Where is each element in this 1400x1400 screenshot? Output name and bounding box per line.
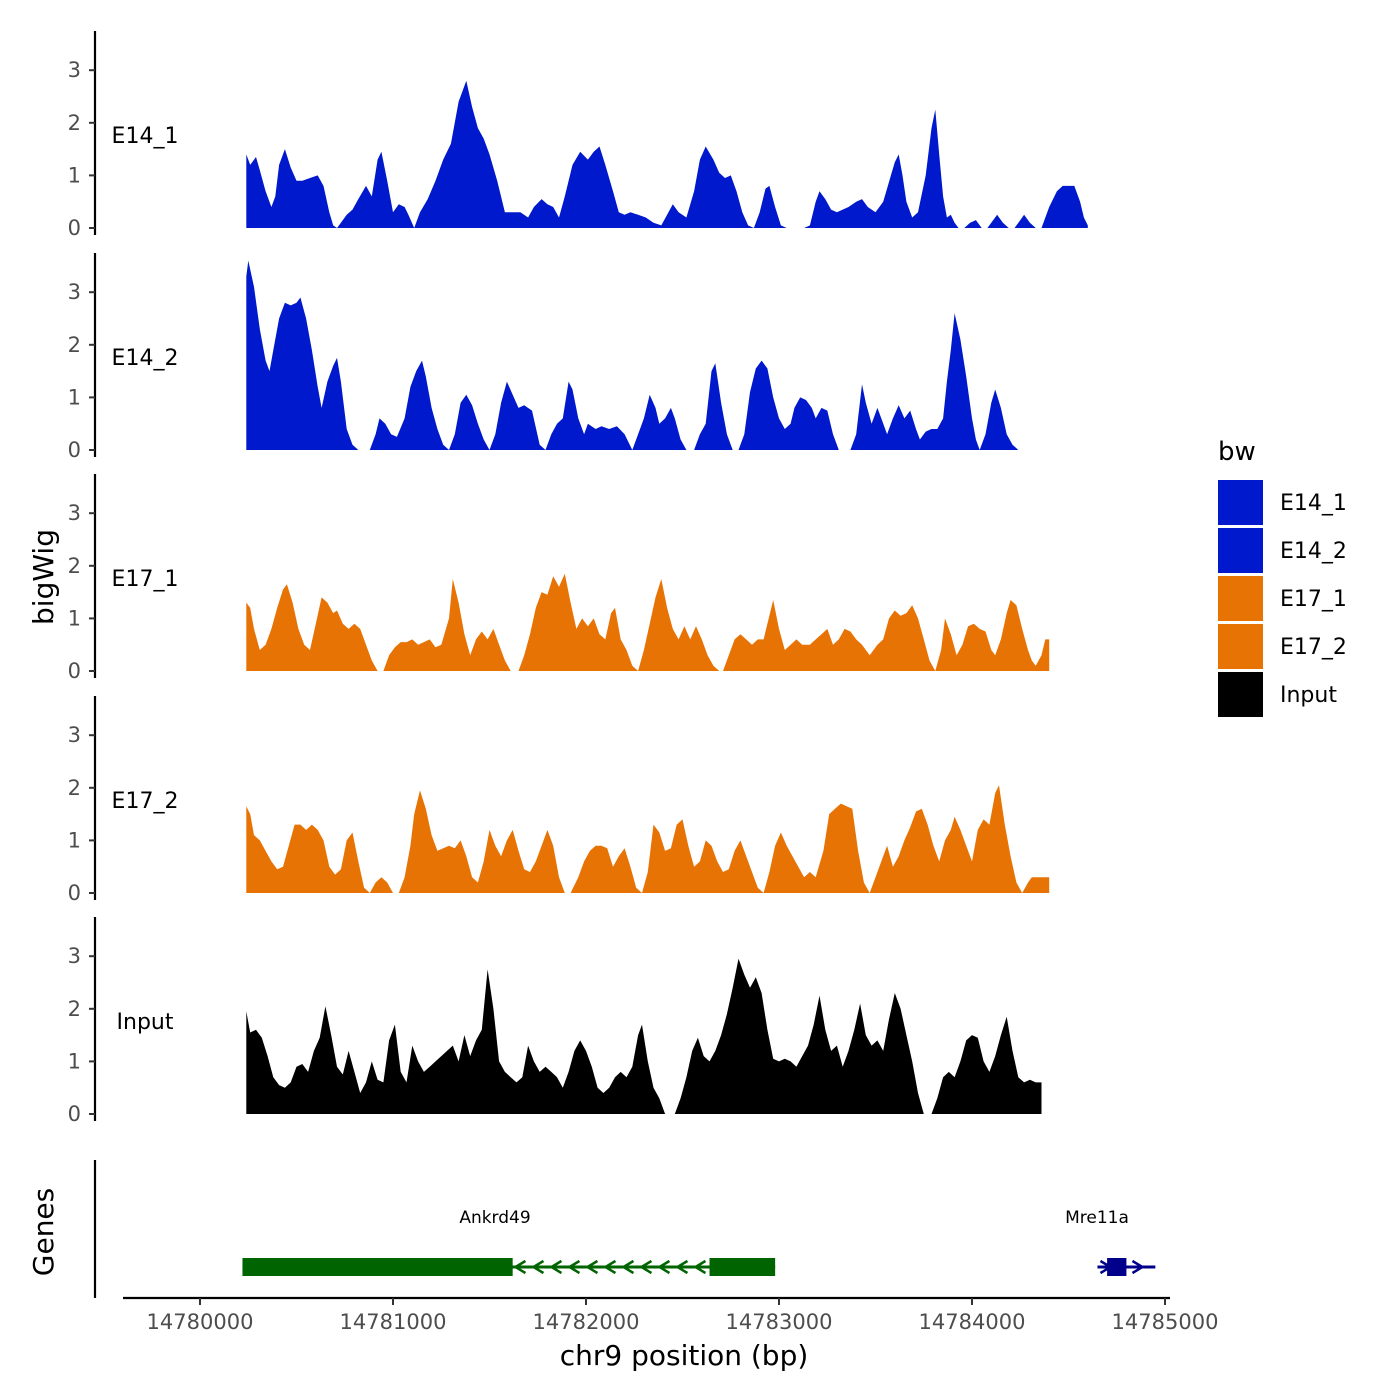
- strand-chevron: [531, 1259, 545, 1275]
- gene-Mre11a: Mre11a: [1065, 1208, 1156, 1276]
- genes-axis-title: Genes: [27, 1188, 60, 1276]
- x-tick-label: 14784000: [919, 1310, 1026, 1334]
- tracks-layer: 0 1 2 3 E14_1 0 1 2 3 E14_2 0 1 2 3 E17_1 0 1 2 3 E17_2 0 1 2 3…: [68, 31, 1088, 1126]
- y-tick-label: 3: [68, 58, 81, 82]
- y-tick-label: 2: [68, 111, 81, 135]
- legend-swatch-Input: [1218, 672, 1263, 717]
- track-E17_2: 0 1 2 3 E17_2: [68, 696, 1050, 905]
- area-E14_1: [246, 80, 1088, 228]
- area-E14_2: [246, 260, 1030, 450]
- y-tick-label: 0: [68, 438, 81, 462]
- track-label-E14_2: E14_2: [112, 346, 179, 371]
- y-tick-label: 0: [68, 659, 81, 683]
- y-tick-label: 2: [68, 554, 81, 578]
- y-tick-label: 2: [68, 997, 81, 1021]
- y-tick-label: 1: [68, 163, 81, 187]
- y-tick-label: 3: [68, 501, 81, 525]
- exon: [1107, 1258, 1127, 1276]
- x-tick-label: 14780000: [147, 1310, 254, 1334]
- legend-swatch-E14_2: [1218, 528, 1263, 573]
- strand-chevron: [549, 1259, 563, 1275]
- track-label-E17_1: E17_1: [112, 567, 179, 592]
- strand-chevron: [603, 1259, 617, 1275]
- track-label-E17_2: E17_2: [112, 789, 179, 814]
- y-tick-label: 1: [68, 385, 81, 409]
- y-tick-label: 3: [68, 944, 81, 968]
- genes-track: Ankrd49 Mre11a: [93, 1160, 1156, 1298]
- x-tick-label: 14781000: [340, 1310, 447, 1334]
- track-label-Input: Input: [117, 1010, 174, 1035]
- y-tick-label: 3: [68, 723, 81, 747]
- x-axis: 14780000 14781000 14782000 14783000 14784000…: [123, 1296, 1219, 1334]
- track-Input: 0 1 2 3 Input: [68, 917, 1042, 1126]
- gene-label: Mre11a: [1065, 1208, 1129, 1228]
- legend-swatch-E14_1: [1218, 480, 1263, 525]
- strand-chevron: [621, 1259, 635, 1275]
- legend-title: bw: [1218, 437, 1256, 467]
- track-E14_2: 0 1 2 3 E14_2: [68, 253, 1030, 462]
- x-axis-title: chr9 position (bp): [560, 1339, 809, 1372]
- strand-chevron: [639, 1259, 653, 1275]
- track-label-E14_1: E14_1: [112, 124, 179, 149]
- y-tick-label: 1: [68, 606, 81, 630]
- y-tick-label: 0: [68, 881, 81, 905]
- y-tick-label: 2: [68, 776, 81, 800]
- x-tick-label: 14783000: [726, 1310, 833, 1334]
- y-axis-title: bigWig: [27, 529, 60, 625]
- legend-label-E14_2: E14_2: [1280, 539, 1347, 564]
- strand-chevron: [1131, 1259, 1145, 1275]
- legend: E14_1 E14_2 E17_1 E17_2 Input: [1218, 480, 1347, 717]
- gene-Ankrd49: Ankrd49: [242, 1208, 776, 1276]
- track-E17_1: 0 1 2 3 E17_1: [68, 474, 1050, 683]
- area-Input: [246, 958, 1042, 1114]
- y-tick-label: 0: [68, 1102, 81, 1126]
- legend-label-E17_2: E17_2: [1280, 635, 1347, 660]
- y-tick-label: 1: [68, 828, 81, 852]
- x-tick-label: 14782000: [533, 1310, 640, 1334]
- y-tick-label: 3: [68, 280, 81, 304]
- legend-swatch-E17_1: [1218, 576, 1263, 621]
- strand-chevron: [585, 1259, 599, 1275]
- x-tick-label: 14785000: [1112, 1310, 1219, 1334]
- y-tick-label: 0: [68, 216, 81, 240]
- gene-label: Ankrd49: [459, 1208, 530, 1228]
- area-E17_2: [246, 785, 1050, 893]
- strand-chevron: [675, 1259, 689, 1275]
- area-E17_1: [246, 573, 1050, 671]
- strand-chevron: [513, 1259, 527, 1275]
- strand-chevron: [693, 1259, 707, 1275]
- legend-label-Input: Input: [1280, 683, 1337, 708]
- exon: [709, 1258, 776, 1276]
- y-tick-label: 2: [68, 333, 81, 357]
- legend-swatch-E17_2: [1218, 624, 1263, 669]
- y-tick-label: 1: [68, 1049, 81, 1073]
- strand-chevron: [657, 1259, 671, 1275]
- exon: [242, 1258, 513, 1276]
- legend-label-E17_1: E17_1: [1280, 587, 1347, 612]
- track-E14_1: 0 1 2 3 E14_1: [68, 31, 1088, 240]
- legend-label-E14_1: E14_1: [1280, 491, 1347, 516]
- strand-chevron: [567, 1259, 581, 1275]
